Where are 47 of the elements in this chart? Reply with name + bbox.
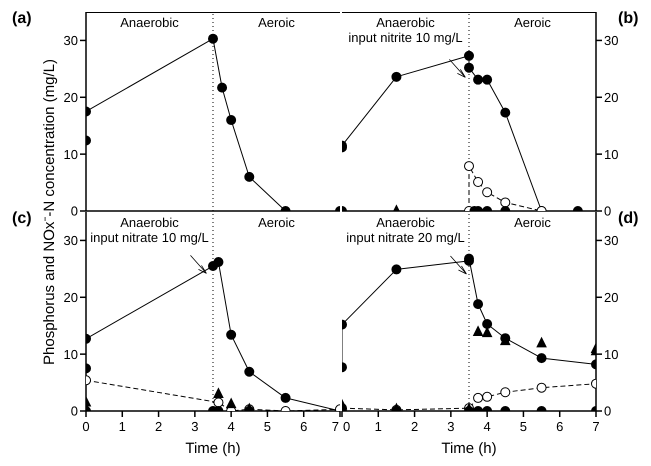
x-tick-label: 4 — [484, 419, 491, 434]
x-axis-title: Time (h) — [441, 440, 497, 457]
y-tick-label: 0 — [604, 204, 612, 219]
y-tick-label: 10 — [64, 346, 78, 362]
y-tick-label: 0 — [70, 404, 78, 419]
y-tick-label: 0 — [70, 204, 78, 219]
y-tick-label: 30 — [604, 233, 618, 248]
x-tick-label: 3 — [447, 419, 454, 434]
x-tick-label: 7 — [332, 419, 339, 434]
y-axis-title: Phosphorus and NOx⁻-N concentration (mg/L) — [40, 58, 58, 367]
annotation: Aeroic — [257, 215, 296, 230]
x-tick-label: 5 — [264, 419, 272, 434]
x-tick-label: 6 — [300, 419, 308, 434]
chart-title: (c) — [12, 210, 32, 228]
x-tick-label: 4 — [228, 419, 235, 434]
y-tick-label: 0 — [604, 404, 612, 419]
x-tick-label: 2 — [410, 419, 418, 434]
y-tick-label: 30 — [64, 33, 78, 48]
x-tick-label: 5 — [520, 419, 528, 434]
y-tick-label: 10 — [64, 146, 78, 162]
y-tick-label: 10 — [604, 346, 618, 362]
chart-title: (a) — [12, 10, 32, 28]
y-tick-label: 20 — [64, 90, 78, 105]
y-tick-label: 30 — [64, 233, 78, 248]
x-tick-label: 1 — [118, 419, 126, 434]
y-tick-label: 10 — [604, 146, 618, 162]
x-tick-label: 0 — [82, 419, 90, 434]
x-tick-label: 7 — [592, 419, 600, 434]
x-tick-label: 3 — [191, 419, 198, 434]
y-tick-label: 20 — [64, 290, 78, 305]
x-tick-label: 2 — [154, 419, 162, 434]
x-tick-label: 6 — [556, 419, 564, 434]
annotation: Anaerobic input nitrate 10 mg/L — [89, 215, 210, 245]
x-tick-label: 0 — [343, 419, 350, 434]
text: (d) — [618, 210, 638, 228]
annotation: Anaerobic input nitrate 20 mg/L — [345, 215, 466, 245]
y-tick-label: 30 — [604, 33, 618, 48]
annotation: Aeroic — [513, 15, 552, 30]
annotation: Anaerobic — [119, 15, 180, 30]
annotation: Aeroic — [257, 15, 296, 30]
annotation: Aeroic — [513, 215, 552, 230]
y-tick-label: 20 — [604, 290, 618, 305]
x-axis-title: Time (h) — [185, 440, 241, 457]
y-tick-label: 20 — [604, 90, 618, 105]
annotation: Anaerobic input nitrite 10 mg/L — [347, 15, 464, 45]
x-tick-label: 1 — [374, 419, 382, 434]
text: (b) — [618, 10, 638, 28]
